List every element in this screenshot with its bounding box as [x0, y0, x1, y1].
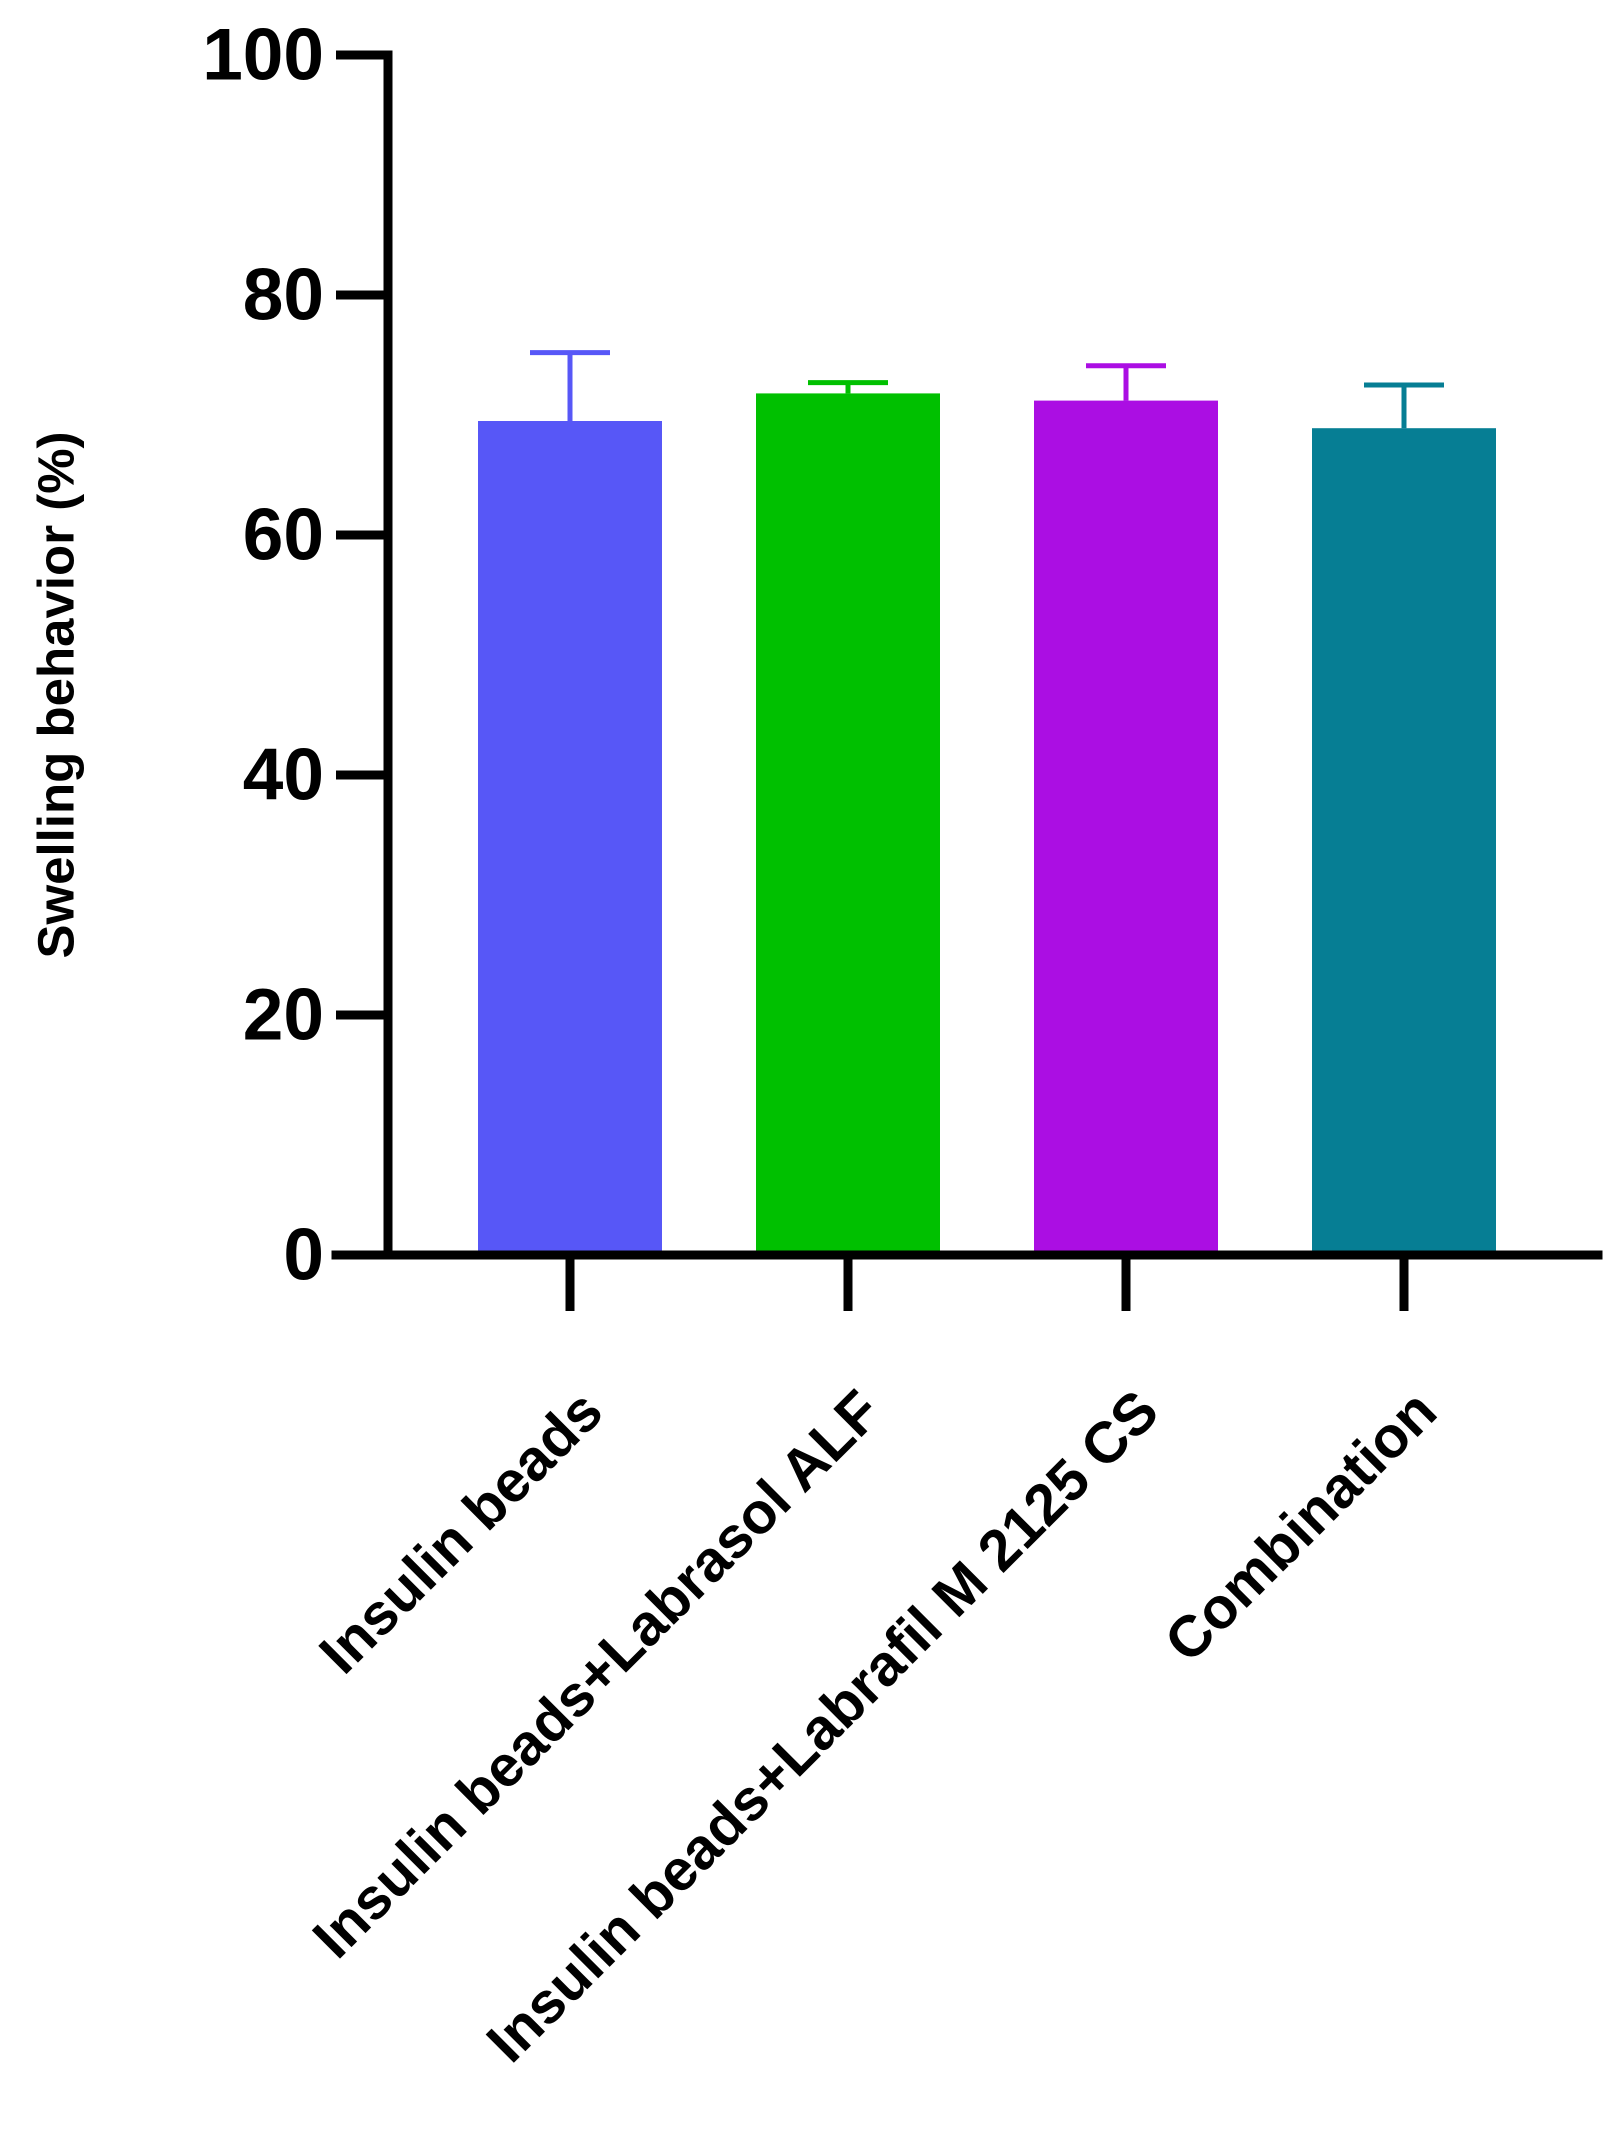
bar-1 — [478, 421, 662, 1255]
y-tick-label-40: 40 — [243, 735, 324, 816]
y-tick-label-20: 20 — [243, 975, 324, 1056]
x-category-label-1: Insulin beads — [307, 1378, 615, 1686]
error-bars-layer — [530, 350, 1444, 429]
y-axis-title: Swelling behavior (%) — [28, 431, 85, 958]
bar-4 — [1312, 428, 1496, 1255]
y-tick-label-60: 60 — [243, 495, 324, 576]
y-ticks-layer: 0 20 40 60 80 100 — [202, 15, 388, 1296]
bar-2 — [756, 393, 940, 1255]
bars-layer — [478, 393, 1496, 1256]
bar-3 — [1034, 400, 1218, 1256]
x-category-label-2: Insulin beads+Labrasol ALF — [300, 1378, 893, 1971]
y-tick-label-100: 100 — [202, 15, 324, 96]
x-category-label-4: Combination — [1152, 1378, 1449, 1675]
y-tick-label-80: 80 — [243, 255, 324, 336]
y-tick-label-0: 0 — [283, 1215, 324, 1296]
axes-layer — [331, 50, 1603, 1260]
